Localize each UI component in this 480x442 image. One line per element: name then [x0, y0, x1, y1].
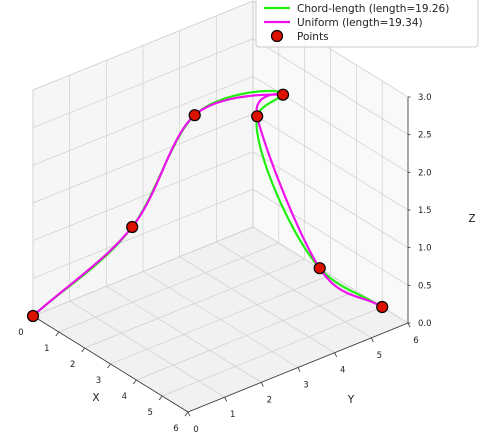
legend-label-points: Points — [297, 31, 329, 43]
x-axis-label: X — [92, 392, 99, 404]
data-point — [188, 109, 201, 122]
z-tick-label: 1.5 — [418, 206, 432, 216]
y-tick-label-mark — [297, 367, 301, 372]
grid-line — [252, 113, 409, 211]
data-point — [313, 262, 326, 275]
grid-line — [106, 286, 262, 383]
y-tick-label: 4 — [340, 366, 345, 376]
x-tick-label: 6 — [173, 424, 178, 434]
y-tick-label-mark — [260, 382, 264, 387]
x-tick-label-mark — [55, 331, 60, 337]
x-tick-label: 2 — [70, 360, 75, 370]
grid-lines — [32, 0, 409, 413]
y-tick-label: 5 — [377, 351, 382, 361]
x-tick-label-mark — [184, 411, 189, 417]
legend-frame — [255, 0, 479, 48]
data-point — [126, 220, 139, 234]
x-tick-label-mark — [81, 347, 85, 353]
x-tick-label: 3 — [96, 376, 101, 386]
grid-line — [32, 189, 254, 279]
grid-line — [32, 38, 254, 128]
grid-line — [32, 76, 254, 166]
z-tick-label: 2.5 — [418, 131, 432, 141]
z-tick-label: 0.5 — [418, 281, 432, 291]
grid-line — [252, 38, 409, 135]
z-tick-label: 3.0 — [418, 93, 432, 103]
legend-label-chord: Chord-length (length=19.26) — [297, 3, 449, 15]
grid-line — [32, 151, 254, 241]
grid-line — [32, 226, 254, 317]
x-tick-label-mark — [133, 379, 137, 385]
x-tick-label: 0 — [18, 328, 23, 338]
y-axis-label: Y — [347, 394, 355, 406]
x-tick-label: 5 — [147, 408, 152, 418]
legend: Chord-length (length=19.26) Uniform (len… — [255, 0, 479, 48]
grid-line — [142, 271, 299, 368]
grid-line — [32, 0, 254, 91]
x-tick-label-mark — [107, 363, 111, 369]
data-point — [26, 309, 40, 323]
y-tick-label: 2 — [267, 395, 272, 405]
y-tick-label: 0 — [193, 425, 198, 435]
z-tick-label: 0.0 — [418, 319, 432, 329]
y-tick-label: 3 — [303, 381, 308, 391]
grid-line — [216, 241, 372, 339]
grid-line — [69, 300, 225, 398]
grid-line — [252, 151, 409, 248]
x-tick-label-mark — [158, 395, 163, 401]
z-tick-label: 1.0 — [418, 244, 432, 254]
axis-panes — [32, 0, 409, 413]
y-tick-label: 6 — [413, 336, 418, 346]
data-point — [276, 88, 290, 101]
grid-line — [179, 256, 335, 353]
y-tick-label-mark — [187, 411, 191, 417]
legend-label-uniform: Uniform (length=19.34) — [297, 17, 423, 29]
x-tick-label: 4 — [122, 392, 127, 402]
y-tick-label-mark — [224, 396, 228, 402]
grid-line — [252, 189, 409, 286]
y-tick-label-mark — [407, 322, 411, 328]
grid-line — [32, 113, 254, 204]
y-tick-label-mark — [334, 352, 338, 358]
y-tick-label-mark — [370, 337, 374, 343]
data-point — [251, 110, 264, 123]
z-axis-label: Z — [468, 213, 475, 225]
z-tick-label: 2.0 — [418, 168, 432, 178]
legend-swatch-points — [270, 29, 284, 43]
data-point — [376, 300, 389, 314]
y-tick-label: 1 — [230, 410, 235, 420]
x-tick-label: 1 — [44, 344, 49, 354]
data-points — [26, 88, 389, 323]
